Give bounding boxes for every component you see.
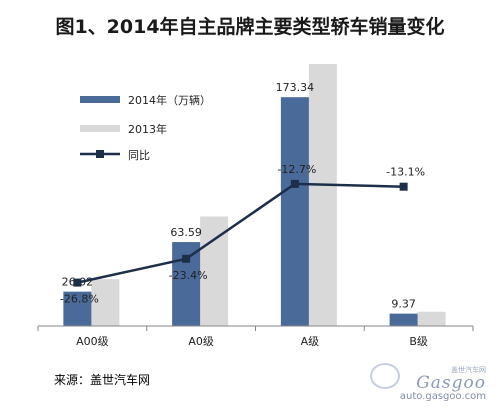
yoy-markers xyxy=(73,179,408,287)
bar-2014-B级 xyxy=(389,313,418,326)
watermark-ring-icon xyxy=(369,363,400,389)
bar-2013-A0级 xyxy=(200,216,229,326)
bar-value-label: 63.59 xyxy=(170,226,202,239)
yoy-value-label: -23.4% xyxy=(169,269,208,282)
legend-label-2013: 2013年 xyxy=(128,122,167,136)
watermark-logo: Gasgoo xyxy=(416,373,486,393)
x-tick-label: A级 xyxy=(301,335,320,348)
yoy-marker xyxy=(73,278,82,287)
bar-2014-A0级 xyxy=(172,242,201,326)
x-tick-label: B级 xyxy=(409,335,428,348)
bar-2013-B级 xyxy=(417,311,446,326)
bar-value-label: 173.34 xyxy=(276,81,315,94)
bar-2013-A00级 xyxy=(91,279,120,326)
bars-2013-group xyxy=(91,63,446,326)
yoy-value-label: -12.7% xyxy=(277,163,316,176)
yoy-value-label: -13.1% xyxy=(386,166,425,179)
yoy-value-label: -26.8% xyxy=(60,293,99,306)
yoy-value-labels: -26.8% -23.4% -12.7% -13.1% xyxy=(60,163,425,306)
bar-2014-A级 xyxy=(280,97,309,327)
watermark: 盖世汽车网 Gasgoo auto.gasgoo.com xyxy=(369,363,486,402)
x-tick-label: A0级 xyxy=(188,335,214,348)
yoy-line xyxy=(77,182,404,284)
yoy-marker xyxy=(399,182,408,191)
legend-label-2014: 2014年（万辆） xyxy=(128,93,211,107)
bar-2013-A级 xyxy=(308,63,337,326)
legend-swatch-2013 xyxy=(80,125,120,132)
bar-2014-A00级 xyxy=(63,291,92,326)
chart-title: 图1、2014年自主品牌主要类型轿车销量变化 xyxy=(55,16,445,38)
legend-swatch-2014 xyxy=(80,96,120,103)
x-tick-label: A00级 xyxy=(76,335,109,348)
yoy-marker xyxy=(182,254,191,263)
legend-label-yoy: 同比 xyxy=(128,149,150,162)
watermark-cn: 盖世汽车网 xyxy=(451,366,486,374)
legend-marker-yoy xyxy=(96,150,104,158)
x-axis-ticks xyxy=(37,326,474,331)
bar-value-label: 9.37 xyxy=(391,298,416,311)
legend: 2014年（万辆） 2013年 同比 xyxy=(80,93,211,162)
source-note: 来源：盖世汽车网 xyxy=(54,373,151,387)
x-axis-category-labels: A00级 A0级 A级 B级 xyxy=(76,335,428,348)
yoy-marker xyxy=(290,179,299,188)
watermark-url: auto.gasgoo.com xyxy=(399,391,486,402)
